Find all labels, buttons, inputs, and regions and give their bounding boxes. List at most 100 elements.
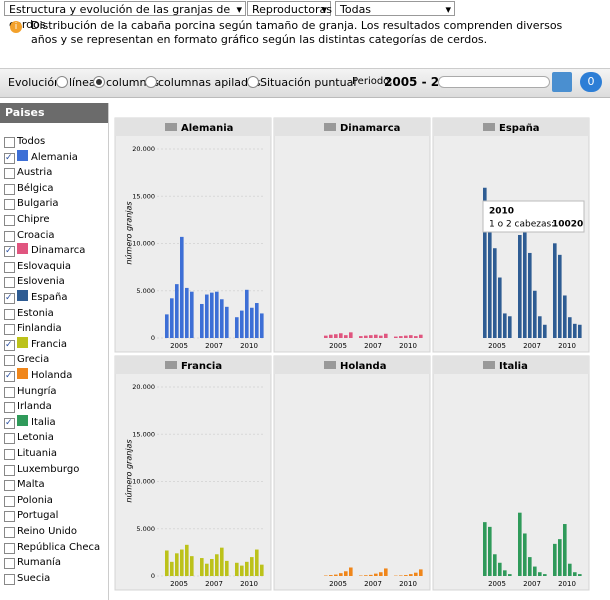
bar <box>339 573 343 576</box>
checkbox[interactable]: ✓ <box>4 417 15 429</box>
x-tick-label: 2007 <box>205 580 223 588</box>
radio-label[interactable]: Situación puntual <box>260 76 357 89</box>
bar <box>180 549 184 576</box>
checkbox[interactable] <box>4 558 15 570</box>
bar <box>344 571 348 576</box>
country-label[interactable]: Letonia <box>17 432 54 444</box>
bar <box>419 334 423 338</box>
x-tick-label: 2007 <box>523 342 541 350</box>
checkbox[interactable] <box>4 480 15 492</box>
select[interactable]: Todas <box>335 1 455 17</box>
checkbox[interactable]: ✓ <box>4 339 15 351</box>
bar <box>210 558 214 576</box>
evolution-label: Evolución: <box>8 76 65 89</box>
country-label[interactable]: Croacia <box>17 229 55 241</box>
country-label[interactable]: Estonia <box>17 307 54 319</box>
checkbox[interactable] <box>4 199 15 211</box>
expand-button[interactable] <box>552 72 572 92</box>
bar <box>260 564 264 576</box>
radio-label[interactable]: columnas apiladas <box>158 76 261 89</box>
checkbox[interactable] <box>4 277 15 289</box>
bar <box>528 557 532 576</box>
slider[interactable] <box>438 76 550 88</box>
country-label[interactable]: Chipre <box>17 214 50 225</box>
swatch <box>17 368 28 379</box>
checkbox[interactable] <box>4 573 15 585</box>
country-label[interactable]: Rumanía <box>17 557 61 569</box>
bar <box>170 298 174 338</box>
checkbox[interactable] <box>4 183 15 195</box>
checkbox[interactable] <box>4 511 15 523</box>
country-label[interactable]: Holanda <box>31 370 73 381</box>
y-tick-label: 10.000 <box>132 478 155 486</box>
bar <box>369 335 373 338</box>
checkbox[interactable] <box>4 215 15 226</box>
checkbox[interactable] <box>4 324 15 336</box>
bar <box>379 572 383 576</box>
checkbox[interactable]: ✓ <box>4 152 15 164</box>
country-label[interactable]: Francia <box>31 338 68 350</box>
checkbox[interactable] <box>4 433 15 445</box>
checkbox[interactable]: ✓ <box>4 246 15 258</box>
country-label[interactable]: Austria <box>17 167 53 179</box>
checkbox[interactable] <box>4 495 15 507</box>
chart-panel: Italia 2005 2007 2010 <box>432 355 590 591</box>
checkbox[interactable] <box>4 168 15 180</box>
tooltip-label: 1 o 2 cabezas: <box>489 220 554 230</box>
country-label[interactable]: España <box>31 292 68 303</box>
checkbox[interactable] <box>4 230 15 242</box>
country-label[interactable]: Malta <box>17 479 45 491</box>
country-label[interactable]: Polonia <box>17 494 53 506</box>
country-label[interactable]: Hungría <box>17 385 57 397</box>
checkbox[interactable] <box>4 449 15 460</box>
country-label[interactable]: Dinamarca <box>31 245 86 257</box>
bar <box>568 317 572 338</box>
country-label[interactable]: Grecia <box>17 354 50 366</box>
checkbox[interactable] <box>4 402 15 414</box>
select[interactable]: Estructura y evolución de las granjas de… <box>4 1 246 31</box>
country-label[interactable]: Bulgaria <box>17 198 59 210</box>
checkbox[interactable]: ✓ <box>4 371 15 382</box>
checkbox[interactable] <box>4 527 15 538</box>
checkbox[interactable] <box>4 464 15 476</box>
bar <box>374 573 378 576</box>
checkbox[interactable]: ✓ <box>4 293 15 304</box>
country-label[interactable]: Alemania <box>31 151 78 163</box>
checkbox[interactable] <box>4 308 15 320</box>
country-label[interactable]: Bélgica <box>17 182 54 194</box>
bar <box>235 562 239 576</box>
count[interactable]: 0 <box>580 72 602 92</box>
tooltip <box>482 200 585 233</box>
radio[interactable] <box>93 76 105 88</box>
country-label[interactable]: Italia <box>31 416 56 428</box>
sidebar: Paises Todos ✓ Alemania Austria Bélgica Bulga… <box>0 103 109 600</box>
bar <box>409 574 413 576</box>
checkbox[interactable] <box>4 542 15 554</box>
checkbox[interactable] <box>4 355 15 367</box>
radio[interactable] <box>56 76 68 88</box>
checkbox[interactable] <box>4 137 15 148</box>
bar <box>210 292 214 338</box>
country-label[interactable]: Suecia <box>17 572 51 584</box>
country-label[interactable]: República Checa <box>17 541 101 553</box>
checkbox[interactable] <box>4 261 15 273</box>
radio[interactable] <box>247 76 259 88</box>
bar <box>414 572 418 576</box>
radio[interactable] <box>145 76 157 88</box>
country-label[interactable]: Eslovenia <box>17 276 65 288</box>
country-label[interactable]: Portugal <box>17 510 59 522</box>
country-label[interactable]: Eslovaquia <box>17 260 72 272</box>
chart-title: Alemania <box>181 123 233 134</box>
country-label[interactable]: Todos <box>17 136 46 147</box>
bar <box>334 574 338 576</box>
country-label[interactable]: Reino Unido <box>17 526 77 537</box>
country-label[interactable]: Lituania <box>17 448 57 459</box>
select[interactable]: Reproductoras <box>247 1 332 17</box>
bar <box>364 335 368 338</box>
checkbox[interactable] <box>4 386 15 398</box>
country-label[interactable]: Luxemburgo <box>17 463 80 475</box>
bar <box>498 277 502 338</box>
bar <box>404 335 408 338</box>
country-label[interactable]: Finlandia <box>17 323 62 335</box>
country-label[interactable]: Irlanda <box>17 401 52 413</box>
